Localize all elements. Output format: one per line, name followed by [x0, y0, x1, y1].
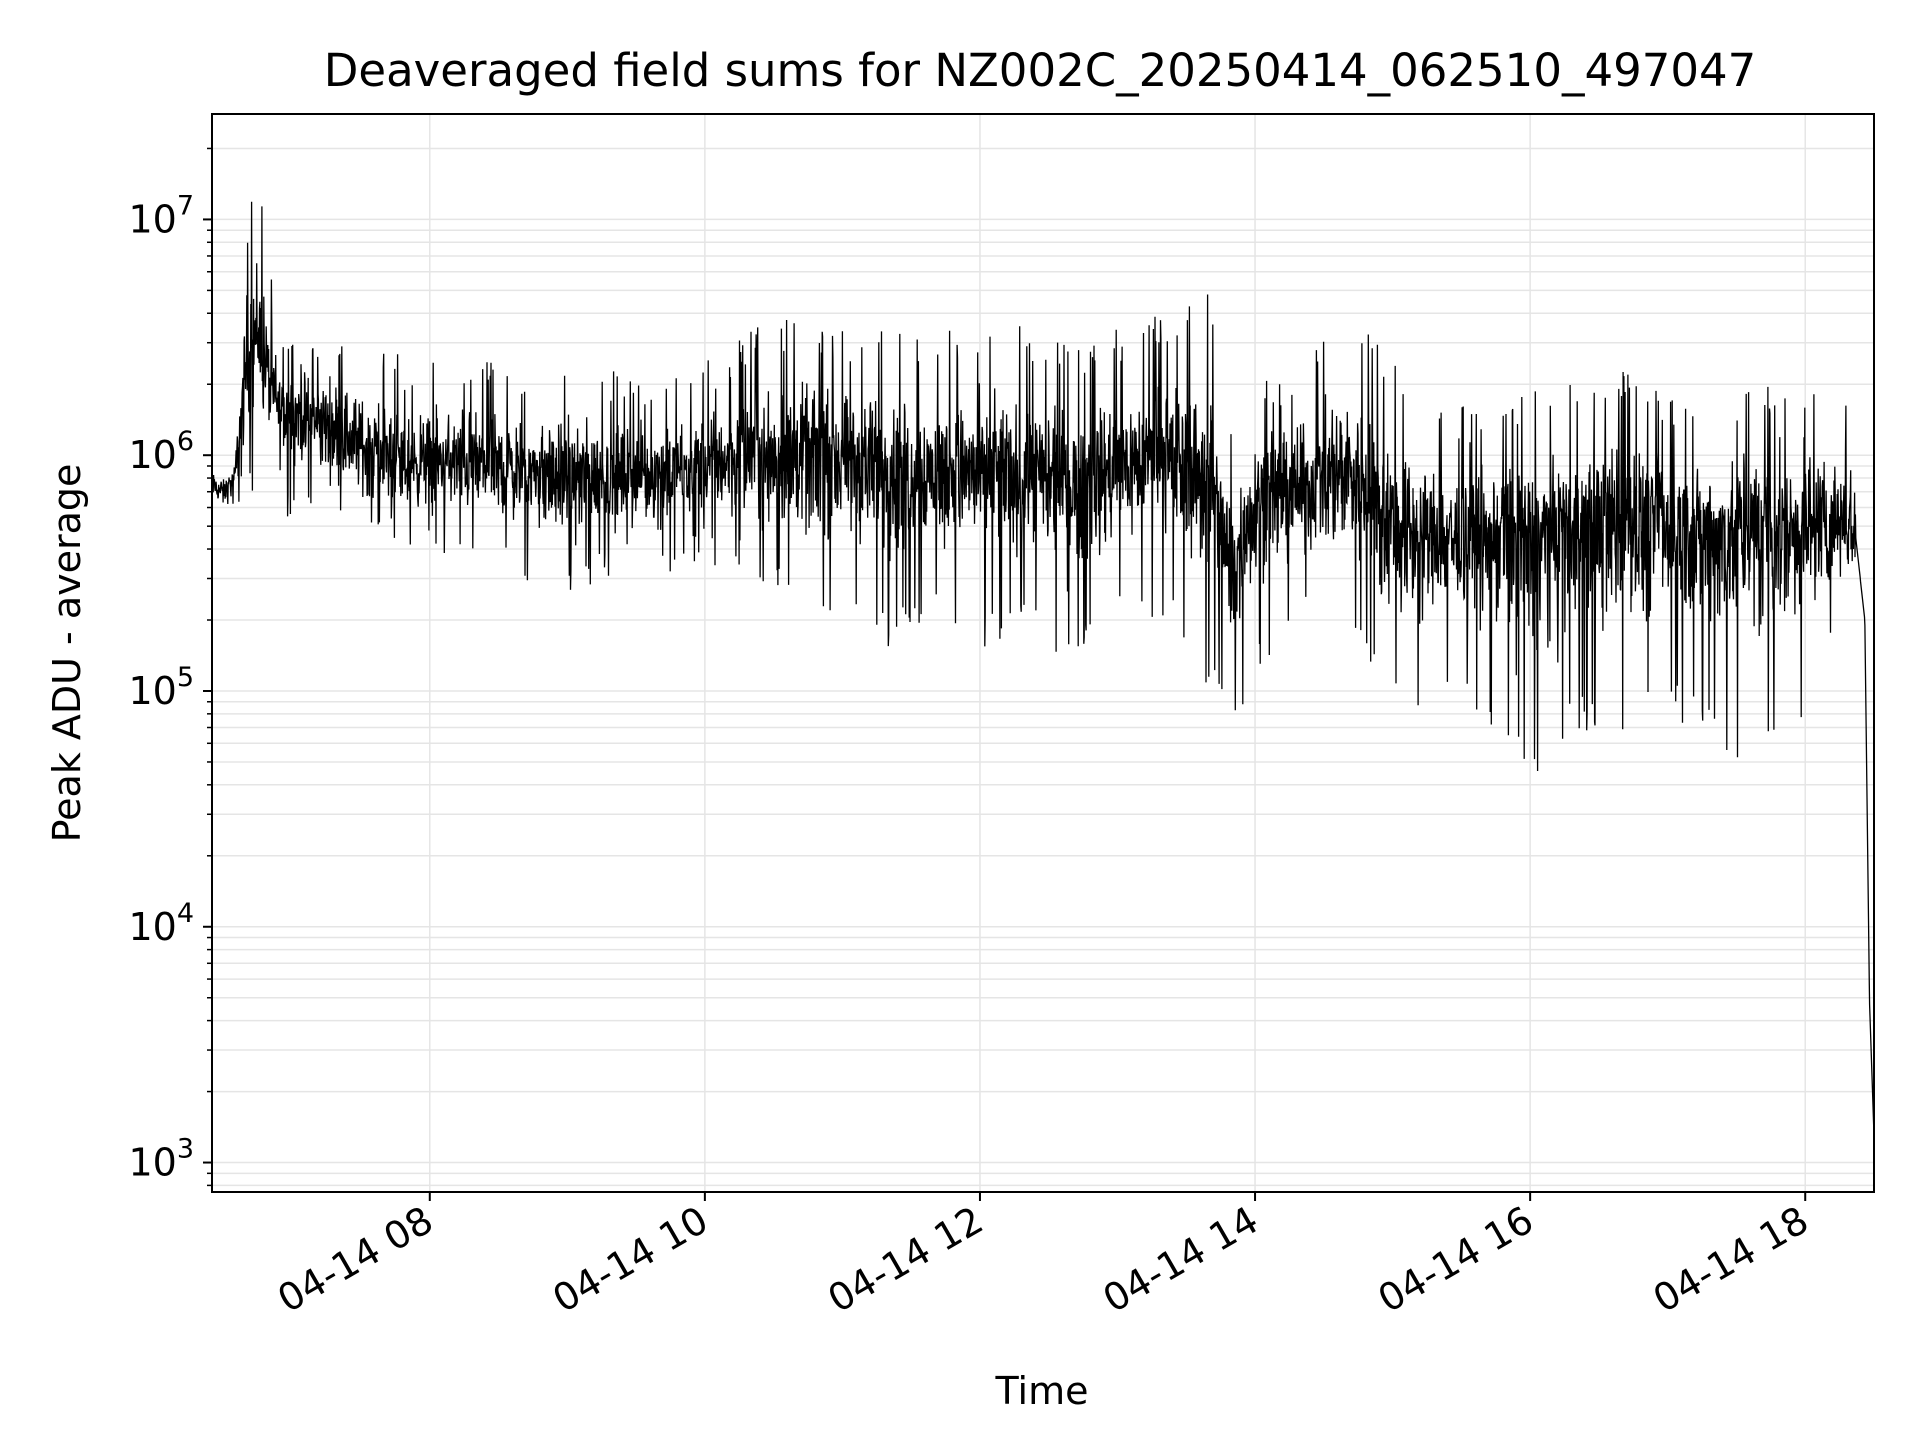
series-line — [211, 201, 1875, 1136]
y-tick-label: 106 — [128, 426, 194, 477]
data-layer — [211, 201, 1875, 1136]
plot-frame — [211, 113, 1875, 1193]
x-tick-label: 04-14 08 — [270, 1198, 440, 1322]
x-tick-label: 04-14 18 — [1646, 1198, 1816, 1322]
y-tick-base: 10 — [128, 433, 176, 477]
chart-title: Deaveraged field sums for NZ002C_2025041… — [324, 44, 1756, 97]
x-tick-label: 04-14 16 — [1371, 1198, 1541, 1322]
y-tick-exponent: 7 — [177, 190, 194, 221]
y-tick-exponent: 4 — [177, 898, 194, 929]
y-tick-exponent: 6 — [177, 426, 194, 457]
grid-layer — [212, 114, 1874, 1192]
y-tick-base: 10 — [128, 669, 176, 713]
y-tick-label: 104 — [128, 898, 194, 949]
y-tick-base: 10 — [128, 197, 176, 241]
x-axis: 04-14 08 04-14 10 04-14 12 04-14 14 04-14 16… — [270, 1192, 1816, 1322]
y-tick-label: 105 — [128, 662, 194, 713]
x-tick-label: 04-14 12 — [820, 1198, 990, 1322]
x-tick-label: 04-14 10 — [545, 1198, 715, 1322]
y-tick-label: 107 — [128, 190, 194, 241]
x-tick-label: 04-14 14 — [1096, 1198, 1266, 1322]
y-axis-label: Peak ADU - average — [45, 464, 89, 843]
y-tick-exponent: 5 — [177, 662, 194, 693]
y-tick-base: 10 — [128, 1141, 176, 1185]
x-axis-label: Time — [995, 1369, 1089, 1413]
y-tick-base: 10 — [128, 905, 176, 949]
y-tick-label: 103 — [128, 1134, 194, 1185]
y-tick-exponent: 3 — [177, 1134, 194, 1165]
